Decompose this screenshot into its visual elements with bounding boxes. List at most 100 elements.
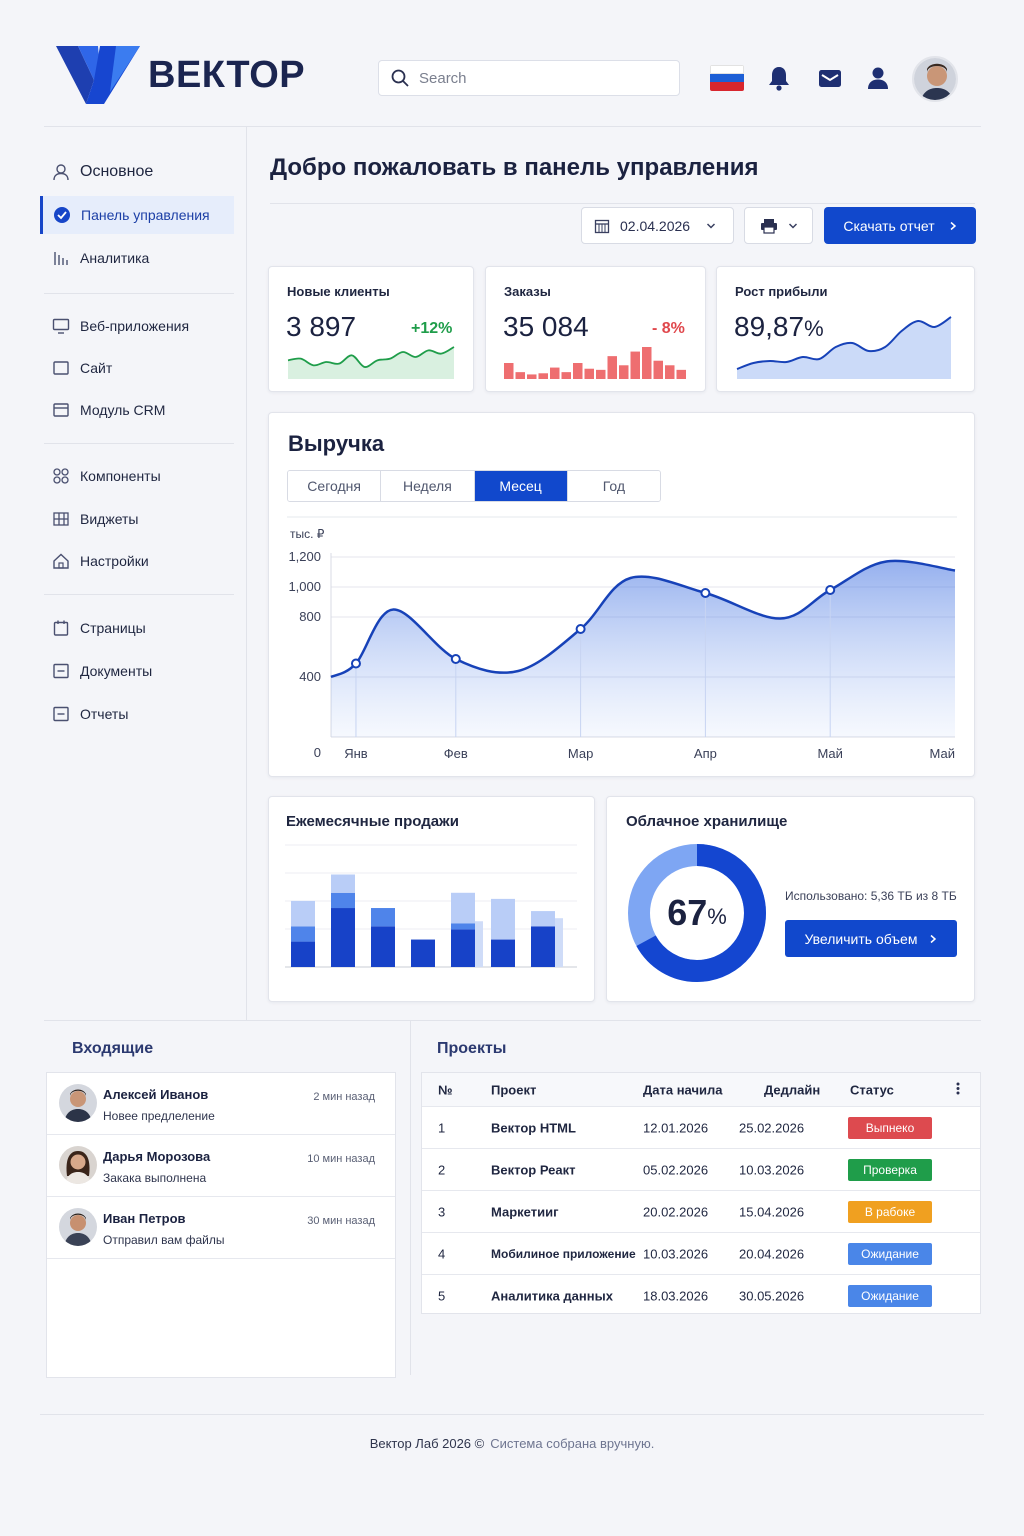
sidebar-item-web-apps[interactable]: Веб-приложения: [40, 307, 234, 345]
x-tick-label: Май: [817, 746, 842, 761]
bar-shadow: [475, 921, 483, 967]
more-vertical-icon[interactable]: [956, 1081, 960, 1098]
sparkline-bar: [504, 363, 514, 379]
footer: Вектор Лаб 2026 © Система собрана вручную…: [0, 1436, 1024, 1451]
sidebar-item-pages[interactable]: Страницы: [40, 609, 234, 647]
vektor-logo: [56, 46, 140, 104]
sparkline-line: [287, 346, 455, 368]
sidebar-item-label: Документы: [80, 663, 153, 679]
title-divider: [270, 203, 975, 204]
chevron-right-icon: [950, 221, 956, 230]
revenue-card: Выручка Сегодня Неделя Месец Год тыс. ₽ 1…: [268, 412, 975, 777]
sparkline-line: [736, 316, 952, 370]
avatar: [59, 1084, 97, 1122]
bar-segment: [451, 892, 475, 924]
message-time: 10 мин назад: [307, 1153, 375, 1165]
sidebar-item-label: Панель управления: [81, 207, 210, 223]
sidebar-item-label: Компоненты: [80, 468, 161, 484]
projects-title: Проекты: [437, 1040, 507, 1057]
table-row[interactable]: 4 Мобилиное приложение 10.03.2026 20.04.202…: [422, 1233, 980, 1275]
project-deadline: 25.02.2026: [739, 1120, 805, 1135]
inbox-message[interactable]: Дарья Морозова Закака выполнена 10 мин н…: [47, 1135, 395, 1197]
project-start-date: 18.03.2026: [643, 1288, 709, 1304]
profile-avatar[interactable]: [912, 56, 958, 102]
tab-year[interactable]: Год: [567, 471, 660, 501]
data-point[interactable]: [700, 588, 711, 598]
window-icon: [53, 403, 69, 417]
print-button[interactable]: [744, 207, 813, 244]
status-badge: В рабоке: [848, 1200, 932, 1223]
grid-circles-icon: [53, 468, 69, 484]
bar-segment: [411, 939, 435, 967]
sidebar-item-label: Модуль CRM: [80, 402, 166, 418]
bar-segment: [451, 929, 475, 967]
header-divider: [44, 126, 981, 127]
tab-week[interactable]: Неделя: [381, 471, 475, 501]
data-point[interactable]: [450, 654, 461, 664]
table-row[interactable]: 2 Вектор Реакт 05.02.2026 10.03.2026 Проверк…: [422, 1149, 980, 1191]
table-row[interactable]: 1 Вектор HTML 12.01.2026 25.02.2026 Выпнеко: [422, 1107, 980, 1149]
sidebar-item-label: Аналитика: [80, 250, 150, 266]
status-badge: Ожидание: [848, 1285, 932, 1307]
widgets-icon: [53, 512, 69, 526]
download-report-button[interactable]: Скачать отчет: [824, 207, 976, 244]
language-flag-ru[interactable]: [710, 65, 744, 91]
inbox-message[interactable]: Алексей Иванов Новее предлеление 2 мин н…: [47, 1073, 395, 1135]
bar-segment: [531, 911, 555, 927]
mail-icon[interactable]: [816, 64, 844, 92]
user-icon[interactable]: [864, 64, 892, 92]
sidebar-item-components[interactable]: Компоненты: [40, 457, 234, 495]
sparkline-bar: [665, 365, 675, 379]
tab-today[interactable]: Сегодня: [288, 471, 382, 501]
sidebar-item-analytics[interactable]: Аналитика: [40, 239, 234, 277]
sender-name: Иван Петров: [103, 1211, 186, 1226]
inbox-message[interactable]: Иван Петров Отправил вам файлы 30 мин на…: [47, 1197, 395, 1259]
search-box[interactable]: [378, 60, 680, 96]
tab-month[interactable]: Месец: [474, 471, 568, 501]
sidebar-item-documents[interactable]: Документы: [40, 652, 234, 690]
sidebar-item-settings[interactable]: Настройки: [40, 542, 234, 580]
data-point[interactable]: [350, 658, 361, 669]
monthly-sales-title: Ежемесячные продажи: [286, 813, 459, 830]
report-icon: [53, 706, 69, 722]
kpi-value: 35 084: [503, 311, 589, 342]
search-input[interactable]: [419, 69, 659, 87]
column-header: Дата начила: [643, 1082, 723, 1097]
sidebar-item-label: Сайт: [80, 360, 113, 376]
sidebar-item-dashboard[interactable]: Панель управления: [40, 196, 234, 234]
y-axis-label: тыс. ₽: [290, 527, 325, 541]
period-tabs: Сегодня Неделя Месец Год: [287, 470, 661, 502]
donut-used: [628, 844, 766, 982]
project-start-date: 10.03.2026: [643, 1246, 709, 1261]
bar-segment: [291, 900, 315, 927]
sparkline-bar: [561, 372, 571, 379]
revenue-title: Выручка: [288, 431, 385, 456]
projects-table: № Проект Дата начила Дедлайн Статус 1 Век…: [421, 1072, 981, 1314]
sidebar-item-widgets[interactable]: Виджеты: [40, 500, 234, 538]
storage-title: Облачное хранилище: [626, 813, 788, 830]
project-name: Вектор Реакт: [491, 1162, 576, 1177]
sidebar-item-main[interactable]: Основное: [40, 153, 234, 191]
sidebar-item-reports[interactable]: Отчеты: [40, 695, 234, 733]
column-header: Статус: [850, 1082, 894, 1097]
storage-percent: 67%: [667, 892, 727, 933]
chevron-down-icon: [788, 222, 797, 229]
sparkline-clients: [287, 346, 455, 379]
bar-segment: [331, 908, 355, 967]
y-tick-label: 800: [299, 609, 321, 624]
date-picker[interactable]: 02.04.2026: [581, 207, 734, 244]
sidebar-item-crm[interactable]: Модуль CRM: [40, 391, 234, 429]
kpi-delta-positive: +12%: [411, 320, 453, 337]
bell-icon[interactable]: [765, 64, 793, 92]
sidebar-item-site[interactable]: Сайт: [40, 349, 234, 387]
project-deadline: 15.04.2026: [739, 1204, 805, 1219]
table-row[interactable]: 3 Маркетииг 20.02.2026 15.04.2026 В рабоке: [422, 1191, 980, 1233]
table-row[interactable]: 5 Аналитика данных 18.03.2026 30.05.2026 Ожи…: [422, 1275, 980, 1317]
monthly-sales-chart: [285, 844, 577, 968]
data-point[interactable]: [825, 585, 836, 595]
sparkline-bar: [607, 356, 617, 379]
project-start-date: 12.01.2026: [643, 1120, 709, 1135]
increase-storage-button[interactable]: Увеличить объем: [785, 920, 957, 957]
date-value: 02.04.2026: [620, 217, 691, 234]
data-point[interactable]: [575, 624, 586, 634]
